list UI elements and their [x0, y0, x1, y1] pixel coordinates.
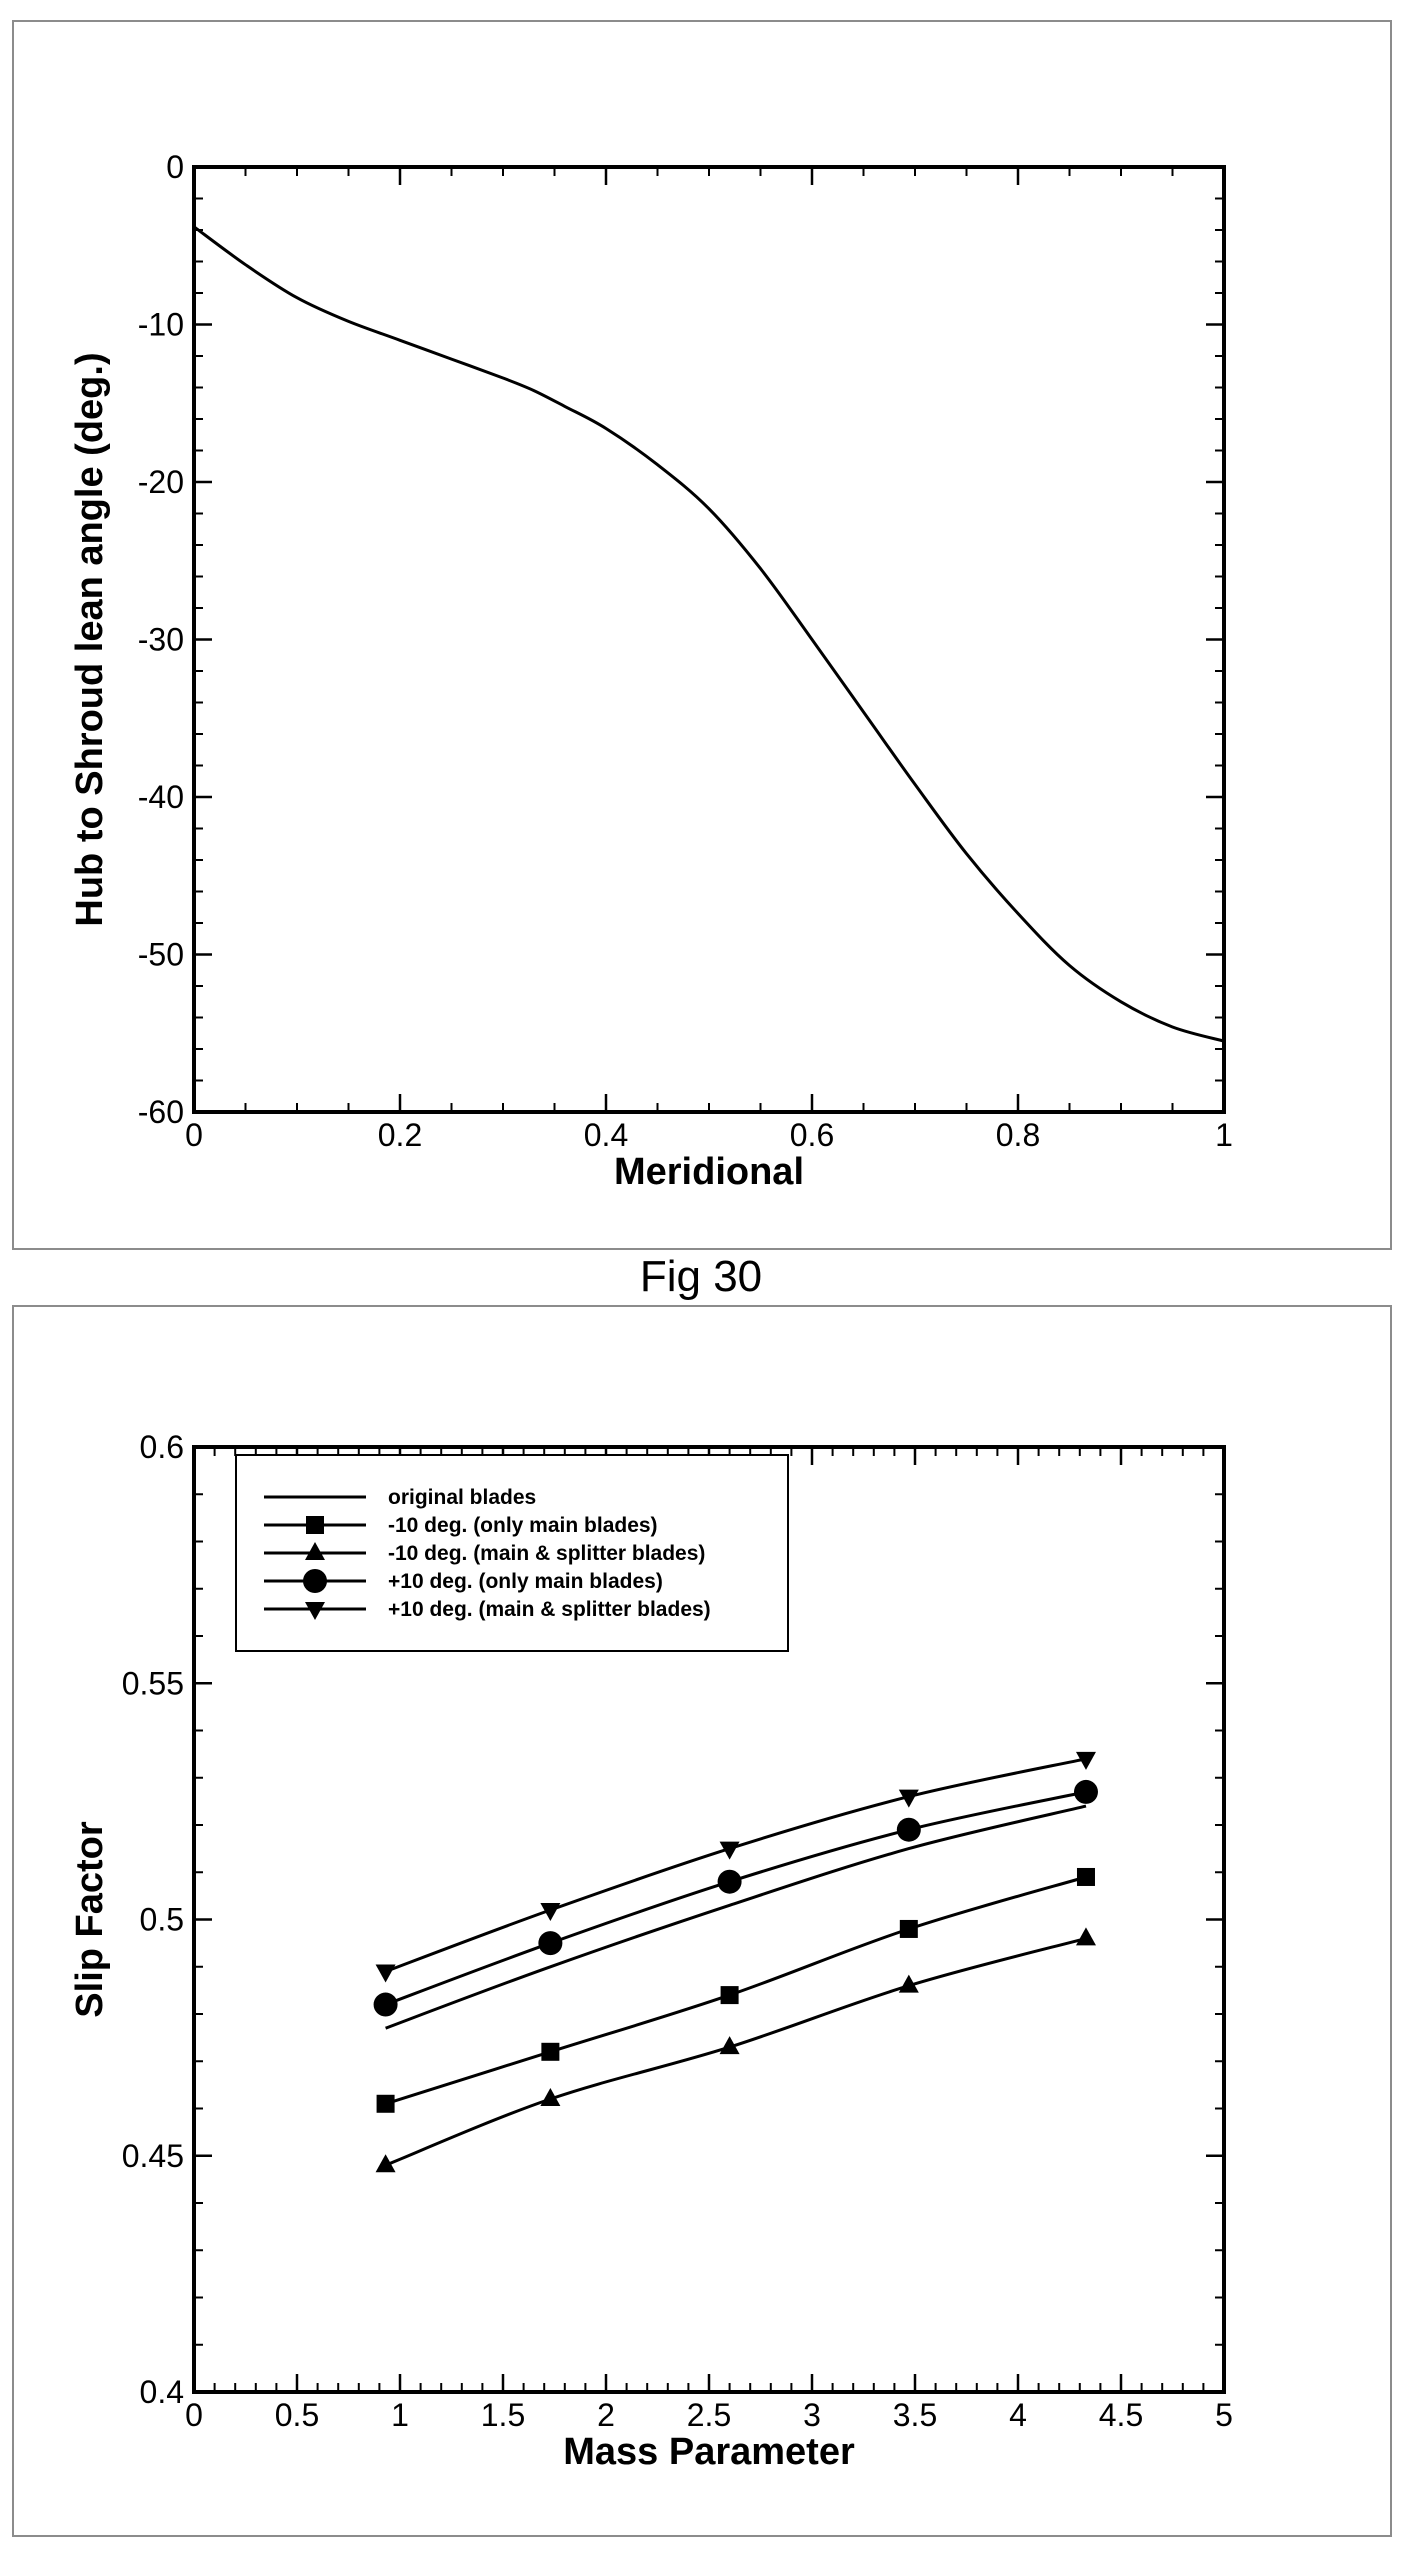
x-axis-title: Mass Parameter	[563, 2431, 855, 2473]
legend-label-0: original blades	[388, 1486, 536, 1509]
x-tick-label: 2.5	[687, 2397, 731, 2433]
data-point-1	[376, 2094, 395, 2113]
legend-marker-2	[305, 1542, 325, 1560]
y-axis-title: Hub to Shroud lean angle (deg.)	[69, 352, 111, 926]
y-tick-label: -30	[138, 622, 184, 658]
legend-marker-4	[305, 1602, 325, 1620]
y-tick-label: -10	[138, 307, 184, 343]
chart-panel-lean-angle: 0 0.2 0.4 0.6 0.8 1 0 -10 -20 -30 -40 -50 -60 Meridio…	[12, 20, 1392, 1250]
y-tick-label: 0.4	[140, 2374, 184, 2410]
x-tick-label: 1.5	[481, 2397, 525, 2433]
x-axis-title: Meridional	[614, 1151, 804, 1193]
slip-factor-chart: 0 0.5 1 1.5 2 2.5 3 3.5 4 4.5 5 0.4 0.45 0.5 0.55 0.6 Ma…	[69, 1429, 1233, 2473]
data-point-1	[541, 2042, 560, 2061]
x-tick-label: 0.4	[584, 1117, 628, 1153]
legend-label-3: +10 deg. (only main blades)	[388, 1570, 663, 1593]
data-point-3	[896, 1817, 921, 1842]
x-tick-label: 0.2	[378, 1117, 422, 1153]
data-point-2	[540, 2088, 561, 2107]
x-tick-label: 3.5	[893, 2397, 937, 2433]
x-tick-label: 0	[185, 1117, 203, 1153]
data-point-1	[899, 1919, 918, 1938]
x-tick-label: 0.6	[790, 1117, 834, 1153]
data-point-1	[1076, 1867, 1095, 1886]
y-axis-title: Slip Factor	[69, 1821, 111, 2018]
y-tick-label: -50	[138, 937, 184, 973]
data-point-2	[1075, 1927, 1096, 1946]
y-tick-label: 0.45	[122, 2138, 184, 2174]
data-point-4	[898, 1789, 919, 1808]
legend-marker-1	[306, 1516, 324, 1534]
x-tick-label: 4	[1009, 2397, 1027, 2433]
legend-label-4: +10 deg. (main & splitter blades)	[388, 1598, 711, 1621]
series-line-0	[385, 1804, 1087, 2030]
plot-frame	[192, 165, 1226, 1114]
data-point-1	[720, 1986, 739, 2005]
data-point-4	[540, 1903, 561, 1922]
series-line-3	[385, 1790, 1087, 2007]
data-point-2	[898, 1974, 919, 1993]
series-line-0	[193, 225, 1225, 1043]
y-tick-label: 0	[166, 149, 184, 185]
x-tick-label: 2	[597, 2397, 615, 2433]
data-point-2	[719, 2036, 740, 2055]
y-tick-label: 0.6	[140, 1429, 184, 1465]
y-tick-label: -60	[138, 1094, 184, 1130]
chart-panel-slip-factor: 0 0.5 1 1.5 2 2.5 3 3.5 4 4.5 5 0.4 0.45 0.5 0.55 0.6 Ma…	[12, 1305, 1392, 2537]
figure-caption: Fig 30	[639, 1252, 763, 1301]
x-tick-label: 0	[185, 2397, 203, 2433]
data-point-2	[375, 2154, 396, 2173]
y-tick-label: -40	[138, 779, 184, 815]
x-tick-label: 3	[803, 2397, 821, 2433]
y-tick-label: 0.55	[122, 1665, 184, 1701]
legend-label-1: -10 deg. (only main blades)	[388, 1514, 658, 1537]
data-point-3	[717, 1869, 742, 1894]
data-point-4	[719, 1841, 740, 1860]
legend-label-2: -10 deg. (main & splitter blades)	[388, 1542, 705, 1565]
data-point-3	[538, 1931, 563, 1956]
data-point-4	[1075, 1751, 1096, 1770]
series-line-4	[385, 1757, 1087, 1973]
plot-frame	[192, 1445, 1226, 2394]
x-tick-label: 0.8	[996, 1117, 1040, 1153]
data-point-3	[373, 1992, 398, 2017]
lean-angle-chart: 0 0.2 0.4 0.6 0.8 1 0 -10 -20 -30 -40 -50 -60 Meridio…	[69, 149, 1233, 1193]
x-tick-label: 0.5	[275, 2397, 319, 2433]
x-tick-label: 1	[1215, 1117, 1233, 1153]
x-tick-label: 4.5	[1099, 2397, 1143, 2433]
y-tick-label: 0.5	[140, 1902, 184, 1938]
y-tick-label: -20	[138, 464, 184, 500]
legend-marker-3	[303, 1569, 327, 1593]
x-tick-label: 5	[1215, 2397, 1233, 2433]
data-point-4	[375, 1964, 396, 1983]
data-point-3	[1073, 1779, 1098, 1804]
x-tick-label: 1	[391, 2397, 409, 2433]
